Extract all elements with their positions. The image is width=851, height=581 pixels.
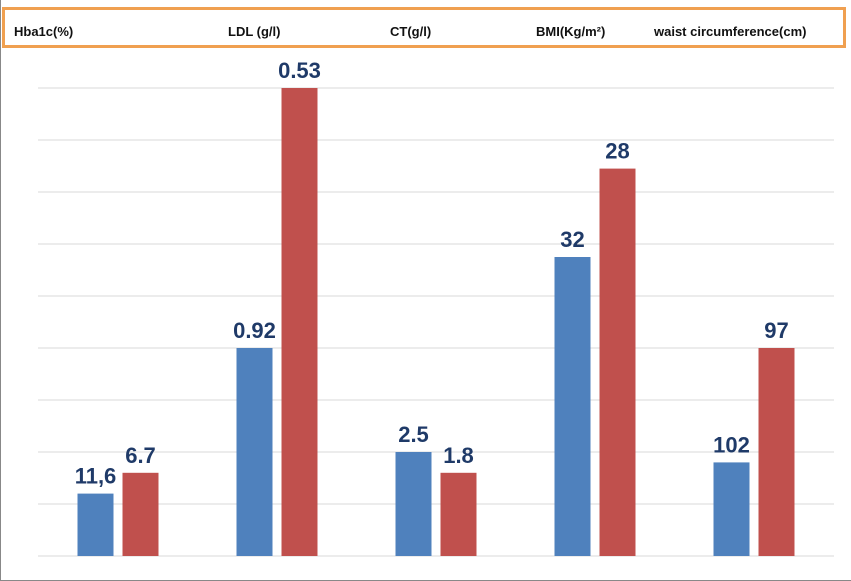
data-label-series1-0: 11,6 [75,464,117,489]
bar-series1-2 [395,452,432,556]
category-header-band [2,7,846,48]
bar-series2-0 [122,472,159,556]
bar-series1-0 [77,493,114,556]
category-header-2: CT(g/l) [390,24,432,39]
data-label-series1-2: 2.5 [398,422,429,447]
data-label-series2-4: 97 [764,318,788,343]
data-label-series2-1: 0.53 [278,58,321,83]
category-header-4: waist circumference(cm) [654,24,807,39]
bar-series2-1 [281,88,318,556]
bar-series2-3 [599,168,636,556]
data-label-series2-3: 28 [605,139,629,164]
bar-series1-3 [554,257,591,556]
data-label-series2-0: 6.7 [125,443,156,468]
data-label-series1-4: 102 [713,432,750,457]
bar-series1-1 [236,348,273,556]
data-label-series1-3: 32 [560,227,584,252]
bar-series2-2 [440,472,477,556]
category-header-3: BMI(Kg/m²) [536,24,606,39]
bar-series1-4 [713,462,750,556]
data-label-series1-1: 0.92 [233,318,276,343]
data-label-series2-2: 1.8 [443,443,474,468]
bar-series2-4 [758,348,795,556]
category-header-1: LDL (g/l) [228,24,281,39]
category-header-0: Hba1c(%) [14,24,74,39]
